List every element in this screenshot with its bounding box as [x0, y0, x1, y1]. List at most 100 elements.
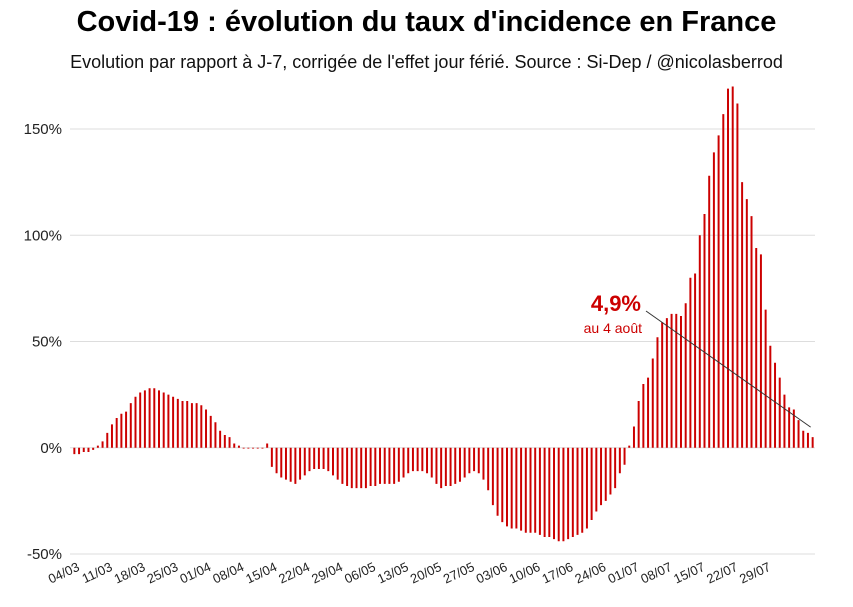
bar [275, 447, 278, 474]
bar [708, 175, 711, 448]
x-tick-label: 20/05 [408, 559, 444, 586]
bar [506, 447, 508, 527]
bar [769, 345, 772, 448]
bar [637, 401, 640, 448]
bar [604, 447, 607, 501]
bar [538, 447, 541, 535]
bar [120, 413, 123, 448]
x-tick-label: 22/04 [276, 559, 312, 586]
bar [670, 313, 673, 448]
x-tick-label: 04/03 [46, 559, 82, 586]
x-tick-label: 15/04 [243, 559, 279, 586]
bar [143, 390, 146, 448]
bar [317, 447, 320, 469]
bar [501, 447, 504, 523]
bar [496, 447, 499, 516]
bar [703, 214, 706, 448]
bar [101, 441, 104, 448]
bar [571, 447, 574, 537]
bar [162, 392, 165, 448]
x-tick-label: 27/05 [441, 559, 477, 586]
y-tick-label: 0% [40, 440, 62, 457]
bar [407, 447, 410, 474]
bar [458, 447, 461, 482]
bar [576, 447, 579, 535]
bar [731, 86, 734, 448]
bar [308, 447, 311, 472]
bars [73, 86, 814, 542]
bar [341, 447, 344, 484]
y-tick-label: 100% [24, 227, 62, 244]
bar [153, 388, 156, 448]
bar [228, 437, 231, 448]
bar [774, 362, 777, 448]
annotation-leader-line [645, 310, 811, 428]
bar [289, 447, 292, 482]
bar [510, 447, 513, 529]
bar [374, 447, 377, 486]
bar [284, 447, 287, 480]
bar [87, 447, 90, 452]
bar [242, 447, 245, 449]
bar [266, 443, 269, 448]
bar [209, 415, 212, 448]
bar [92, 447, 95, 450]
bar [106, 432, 109, 448]
bar [327, 447, 330, 472]
bar [214, 422, 217, 448]
bar [783, 394, 786, 448]
bar [96, 445, 99, 448]
x-tick-label: 01/04 [177, 559, 213, 586]
bar [195, 403, 198, 448]
bar [623, 447, 626, 465]
x-tick-label: 24/06 [572, 559, 608, 586]
bar [717, 135, 720, 448]
bar [172, 396, 175, 448]
bar [233, 443, 236, 448]
y-tick-label: 50% [32, 334, 62, 351]
bar [463, 447, 466, 478]
bar [727, 88, 729, 448]
x-tick-label: 08/04 [210, 559, 246, 586]
bar [294, 447, 297, 484]
bar [736, 103, 739, 448]
bar [797, 420, 800, 448]
bar [618, 447, 621, 474]
x-tick-label: 06/05 [342, 559, 378, 586]
bar [482, 447, 485, 480]
bar [200, 405, 203, 448]
bar [750, 216, 753, 448]
bar [642, 384, 645, 448]
bar [614, 447, 617, 489]
bar [435, 447, 438, 484]
bar [628, 445, 631, 448]
bar [806, 432, 809, 448]
bar [411, 447, 414, 472]
bar [176, 398, 179, 448]
bar [148, 388, 151, 448]
bar [388, 447, 391, 484]
x-tick-label: 18/03 [112, 559, 148, 586]
bar [811, 437, 814, 448]
bar [355, 447, 358, 489]
bar [562, 447, 565, 542]
bar [393, 447, 396, 484]
bar [139, 392, 142, 448]
bar [520, 447, 523, 531]
bar [181, 401, 184, 448]
bar [534, 447, 537, 533]
bar [788, 407, 791, 448]
bar [190, 403, 193, 448]
bar [158, 390, 160, 448]
x-tick-label: 11/03 [80, 559, 115, 586]
bar [590, 447, 593, 520]
x-tick-label: 29/04 [309, 559, 345, 586]
bar [364, 447, 367, 489]
bar [609, 447, 612, 495]
bar [219, 430, 222, 448]
bar [237, 445, 240, 448]
bar [252, 447, 255, 449]
bar [487, 447, 490, 491]
bar [679, 316, 682, 448]
bar [759, 254, 762, 448]
